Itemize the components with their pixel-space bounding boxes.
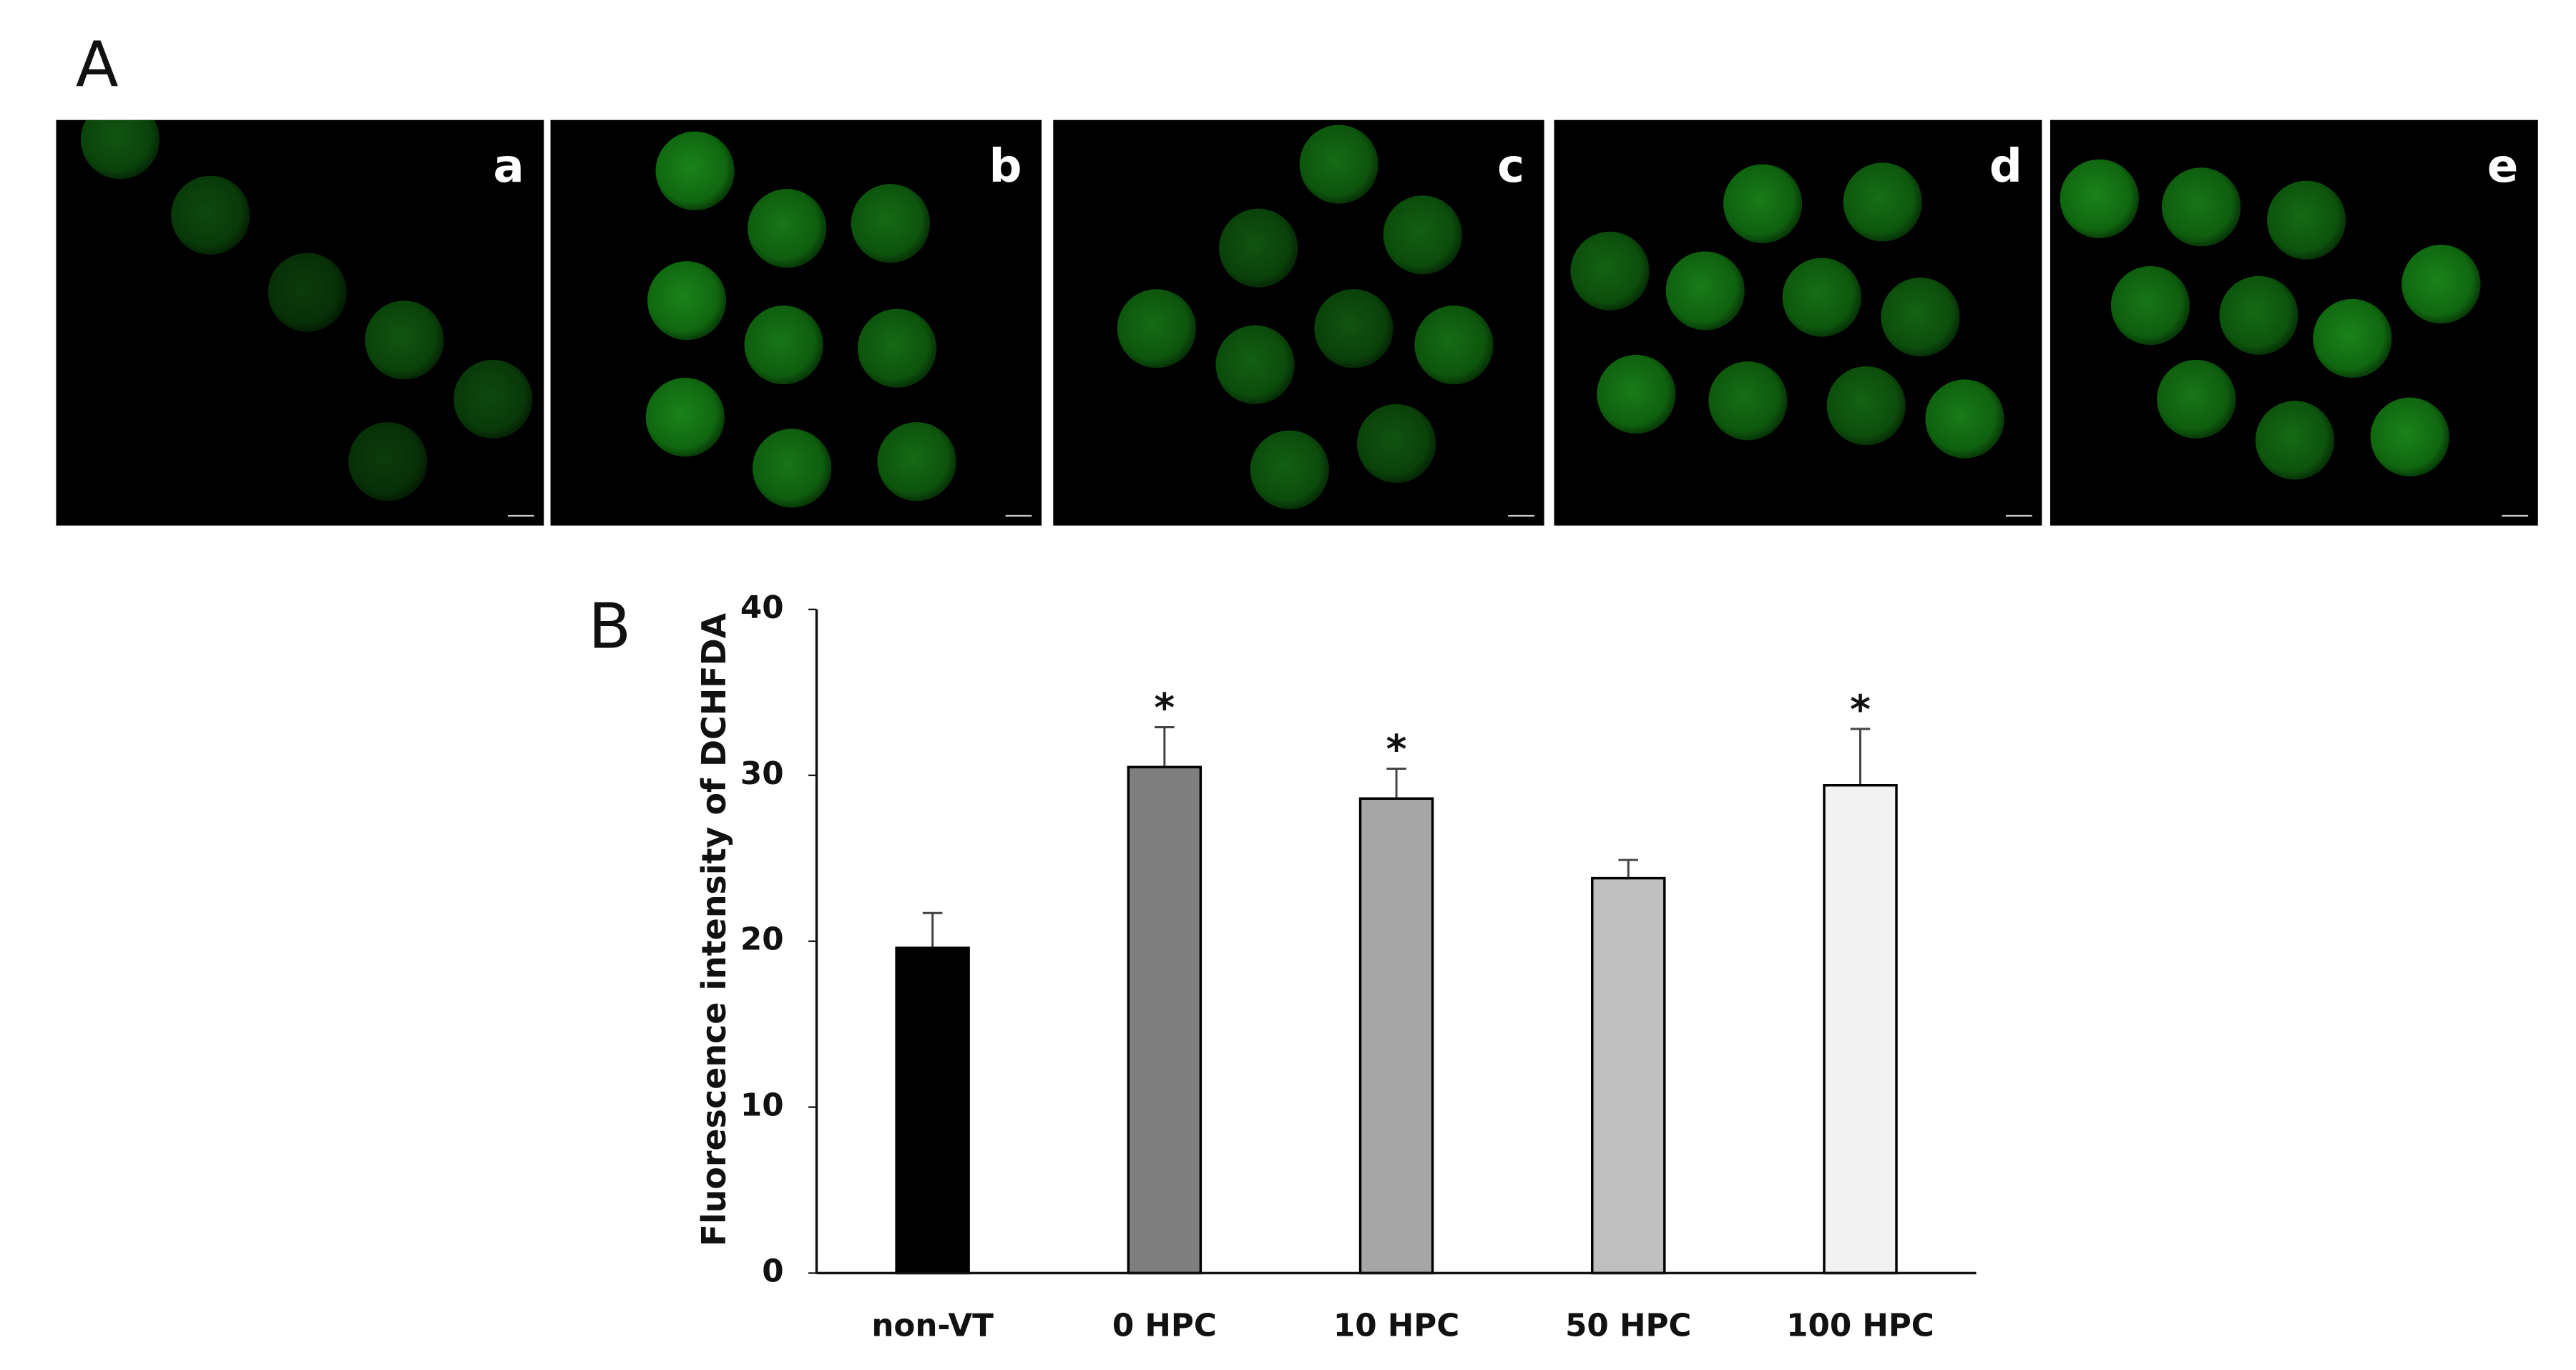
cell [1826,366,1906,446]
micrograph [1053,119,1544,526]
x-tick-label: 0 HPC [1112,1308,1217,1344]
cell [454,359,533,439]
cell [80,119,160,180]
panel-letter: a [493,140,524,193]
significance-mark: * [1386,727,1407,773]
panel-label: A [76,28,119,101]
bar [1358,797,1434,1275]
cell [1881,278,1960,357]
micrograph [2049,119,2538,526]
micrograph [550,119,1042,526]
y-tick-label: 0 [762,1254,783,1290]
panel-letter: b [989,140,1022,193]
cell [744,305,823,385]
cell [2267,180,2346,260]
cell [1250,430,1329,509]
cell [1383,195,1462,275]
cell [752,429,832,508]
x-tick-label: 10 HPC [1333,1308,1459,1344]
cell [1299,124,1378,204]
cell [1314,289,1394,368]
cell [1843,162,1922,242]
cell [647,261,727,341]
x-tick-label: non-VT [871,1308,994,1344]
panel-letter: e [2487,140,2519,193]
cell [1414,305,1494,385]
cell [2157,359,2236,439]
bar [1591,876,1666,1275]
cell [645,378,725,457]
cell [1925,379,2004,459]
cell [851,184,930,263]
micrograph [1554,119,2042,526]
cell [1117,289,1196,368]
cell [2219,275,2298,355]
y-tick-label: 20 [740,922,784,958]
cell [268,253,347,332]
cell [2255,401,2335,480]
cell [2370,397,2449,476]
bar [1823,783,1898,1275]
cell [655,131,735,210]
bar [895,946,970,1275]
cell [2313,298,2392,378]
cell [1570,231,1650,310]
micrograph [56,119,544,526]
bar [1127,765,1203,1275]
significance-mark: * [1154,685,1175,731]
cell [1597,354,1676,434]
cell [748,189,827,268]
x-tick-label: 50 HPC [1565,1308,1691,1344]
cell [348,422,428,501]
cell [2162,167,2241,247]
cell [1782,258,1861,337]
cell [2401,245,2481,324]
cell [1219,208,1298,288]
significance-mark: * [1850,687,1871,733]
cell [171,175,250,255]
y-tick-label: 10 [740,1088,784,1124]
y-tick-label: 40 [740,590,784,626]
cell [2060,159,2139,238]
cell [1665,251,1745,331]
cell [1723,164,1803,243]
panel-letter: d [1989,140,2022,193]
cell [1215,325,1295,404]
panel-letter: c [1497,140,1524,193]
cell [877,422,956,501]
y-axis-title: Fluorescence intensity of DCHFDA [695,612,733,1246]
y-tick-label: 30 [740,756,784,792]
cell [1708,361,1788,441]
panel-label: B [588,590,631,663]
cell [2110,265,2190,346]
x-tick-label: 100 HPC [1786,1308,1934,1344]
cell [857,308,937,388]
cell [1356,403,1436,484]
cell [365,300,444,380]
